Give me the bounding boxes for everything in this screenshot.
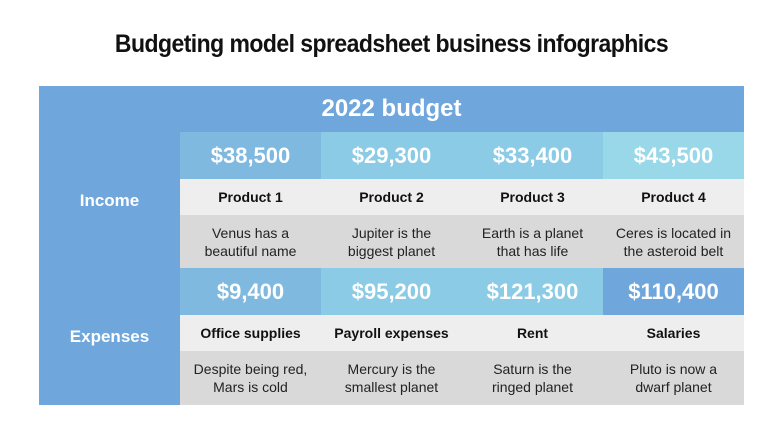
description-line: that has life <box>496 243 569 259</box>
description-line: Saturn is the <box>493 361 572 377</box>
budget-header: 2022 budget <box>39 86 744 132</box>
description-line: dwarf planet <box>635 379 712 395</box>
expenses-label: Expenses <box>39 268 180 405</box>
description-cell: Ceres is located in the asteroid belt <box>603 215 744 269</box>
item-name-cell: Payroll expenses <box>321 315 462 351</box>
amount-cell: $95,200 <box>321 268 462 315</box>
description-line: Pluto is now a <box>629 361 718 377</box>
description-line: Earth is a planet <box>481 225 584 241</box>
description-cell: Jupiter is the biggest planet <box>321 215 462 269</box>
income-column: $33,400 Product 3 Earth is a planet that … <box>462 132 603 269</box>
amount-cell: $33,400 <box>462 132 603 179</box>
income-section: Income $38,500 Product 1 Venus has a beau… <box>39 132 744 269</box>
item-name-cell: Product 4 <box>603 179 744 215</box>
description-cell: Pluto is now a dwarf planet <box>603 351 744 405</box>
description-cell: Mercury is the smallest planet <box>321 351 462 405</box>
description-line: ringed planet <box>492 379 573 395</box>
description-cell: Despite being red, Mars is cold <box>180 351 321 405</box>
description-line: the asteroid belt <box>623 243 724 259</box>
income-label: Income <box>39 132 180 269</box>
expenses-section: Expenses $9,400 Office supplies Despite … <box>39 268 744 405</box>
description-line: biggest planet <box>347 243 436 259</box>
expenses-column: $110,400 Salaries Pluto is now a dwarf pl… <box>603 268 744 405</box>
description-line: Mercury is the <box>347 361 436 377</box>
item-name-cell: Salaries <box>603 315 744 351</box>
description-line: Despite being red, <box>193 361 308 377</box>
page-title: Budgeting model spreadsheet business inf… <box>114 30 669 58</box>
amount-cell: $121,300 <box>462 268 603 315</box>
expenses-column: $9,400 Office supplies Despite being red… <box>180 268 321 405</box>
item-name-cell: Office supplies <box>180 315 321 351</box>
description-line: Venus has a <box>211 225 290 241</box>
description-line: smallest planet <box>344 379 439 395</box>
item-name-cell: Product 2 <box>321 179 462 215</box>
expenses-column: $95,200 Payroll expenses Mercury is the s… <box>321 268 462 405</box>
description-line: Jupiter is the <box>351 225 432 241</box>
description-cell: Venus has a beautiful name <box>180 215 321 269</box>
income-column: $29,300 Product 2 Jupiter is the biggest … <box>321 132 462 269</box>
description-line: beautiful name <box>204 243 297 259</box>
description-line: Ceres is located in <box>615 225 732 241</box>
amount-cell: $110,400 <box>603 268 744 315</box>
income-column: $43,500 Product 4 Ceres is located in the… <box>603 132 744 269</box>
description-line: Mars is cold <box>213 379 288 395</box>
amount-cell: $29,300 <box>321 132 462 179</box>
item-name-cell: Rent <box>462 315 603 351</box>
income-column: $38,500 Product 1 Venus has a beautiful n… <box>180 132 321 269</box>
amount-cell: $43,500 <box>603 132 744 179</box>
description-cell: Saturn is the ringed planet <box>462 351 603 405</box>
item-name-cell: Product 1 <box>180 179 321 215</box>
expenses-column: $121,300 Rent Saturn is the ringed planet <box>462 268 603 405</box>
item-name-cell: Product 3 <box>462 179 603 215</box>
amount-cell: $38,500 <box>180 132 321 179</box>
amount-cell: $9,400 <box>180 268 321 315</box>
description-cell: Earth is a planet that has life <box>462 215 603 269</box>
